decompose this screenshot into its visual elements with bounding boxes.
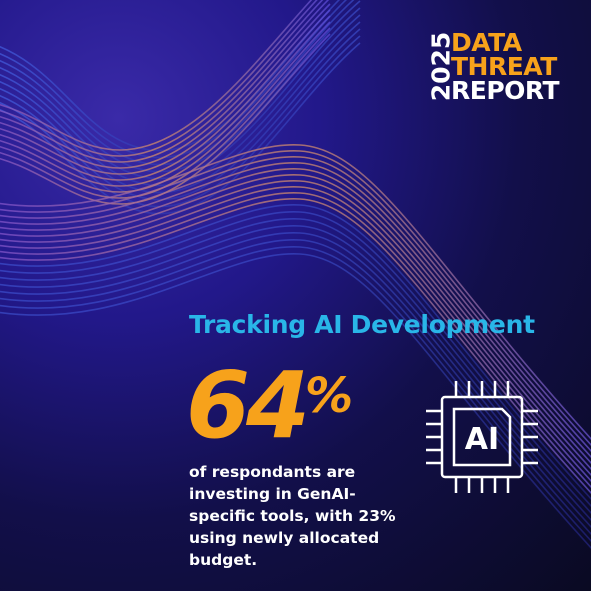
icon-label: AI (465, 422, 499, 457)
wave-line (0, 9, 331, 181)
wave-line (0, 198, 591, 494)
chip-icon: AI (426, 381, 538, 493)
logo-line: REPORT (451, 76, 560, 105)
wave-line (0, 204, 591, 500)
wave-line (0, 0, 318, 157)
wave-line (0, 218, 591, 514)
wave-line (0, 211, 591, 507)
wave-line (0, 225, 591, 521)
wave-line (0, 174, 591, 470)
wave-line (0, 0, 355, 166)
description: of respondants are investing in GenAI-sp… (189, 463, 396, 569)
wave-line (0, 186, 591, 482)
wave-line (0, 180, 591, 476)
wave-line (0, 42, 361, 215)
stat-unit: % (305, 368, 354, 424)
wave-line (0, 0, 313, 151)
wave-line (0, 156, 591, 452)
wave-line (0, 192, 591, 488)
chip-pins (426, 381, 538, 493)
stat-number: 64 (186, 352, 310, 459)
wave-line (0, 35, 361, 208)
wave-line (0, 0, 330, 169)
wave-line (0, 0, 361, 173)
wave-line (0, 14, 361, 187)
logo-line: DATA (451, 28, 522, 57)
wave-line (0, 253, 591, 549)
wave-line (0, 7, 361, 180)
wave-line (0, 162, 591, 458)
heading: Tracking AI Development (189, 310, 535, 339)
wave-line (0, 239, 591, 535)
wave-line (0, 15, 331, 187)
wave-line (0, 144, 591, 440)
wave-line (0, 3, 331, 175)
logo-line: THREAT (451, 52, 557, 81)
wave-line (0, 246, 591, 542)
wave-line (0, 168, 591, 464)
wave-line (0, 0, 324, 163)
wave-line (0, 150, 591, 446)
